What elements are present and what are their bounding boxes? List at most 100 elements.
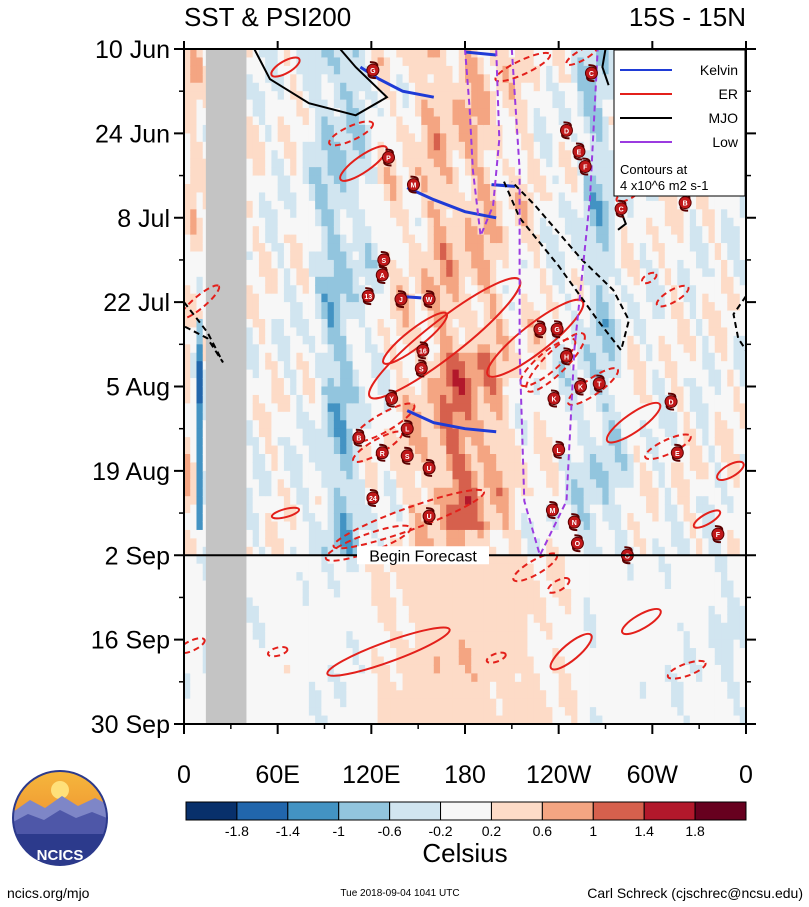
heatmap-cell [408,319,416,329]
heatmap-cell [465,698,472,708]
heatmap-cell [246,310,254,320]
heatmap-cell [327,681,335,691]
heatmap-cell [433,411,441,421]
heatmap-cell [390,673,397,683]
heatmap-cell [521,209,529,219]
heatmap-cell [271,496,279,506]
heatmap-cell [433,386,441,396]
heatmap-cell [271,259,279,269]
heatmap-cell [458,243,466,253]
heatmap-cell [365,226,372,236]
heatmap-cell [483,82,491,92]
heatmap-cell [308,285,316,295]
heatmap-cell [396,428,404,438]
heatmap-cell [377,690,385,700]
heatmap-cell [365,352,372,362]
heatmap-cell [408,403,416,413]
heatmap-cell [258,411,266,421]
heatmap-cell [533,259,541,269]
heatmap-cell [377,707,385,717]
heatmap-cell [302,226,310,236]
heatmap-cell [296,622,304,632]
heatmap-cell [458,310,466,320]
heatmap-cell [371,580,379,590]
heatmap-cell [446,91,454,101]
heatmap-cell [190,150,198,160]
heatmap-cell [552,268,560,278]
heatmap-cell [533,605,541,615]
heatmap-cell [527,690,535,700]
heatmap-cell [321,369,329,379]
heatmap-cell [427,200,435,210]
heatmap-cell [408,479,416,489]
heatmap-cell [308,184,316,194]
heatmap-cell [277,707,285,717]
heatmap-cell [483,572,491,582]
heatmap-cell [458,99,466,109]
heatmap-cell [308,664,316,674]
heatmap-cell [271,715,279,724]
heatmap-cell [502,259,510,269]
heatmap-cell [377,49,385,59]
heatmap-cell [427,209,435,219]
heatmap-cell [308,276,316,286]
heatmap-cell [252,91,260,101]
heatmap-cell [571,251,578,261]
heatmap-cell [352,57,360,67]
heatmap-cell [184,411,191,421]
heatmap-cell [365,538,372,548]
heatmap-cell [371,529,379,539]
heatmap-cell [246,108,254,118]
heatmap-cell [508,141,516,151]
heatmap-cell [271,184,279,194]
heatmap-cell [346,546,354,556]
heatmap-cell [321,428,329,438]
heatmap-cell [190,386,198,396]
heatmap-cell [508,411,516,421]
heatmap-cell [315,614,322,624]
heatmap-cell [502,361,510,371]
heatmap-cell [333,521,341,531]
heatmap-cell [371,285,379,295]
heatmap-cell [252,276,260,286]
heatmap-cell [527,268,535,278]
heatmap-cell [383,513,391,523]
heatmap-cell [521,116,529,126]
heatmap-cell [471,319,479,329]
heatmap-cell [433,116,441,126]
heatmap-cell [552,589,560,599]
heatmap-cell [377,648,385,658]
heatmap-cell [508,513,516,523]
heatmap-cell [527,217,535,227]
heatmap-cell [196,209,204,219]
heatmap-cell [496,673,504,683]
heatmap-cell [527,327,535,337]
heatmap-cell [321,335,329,345]
heatmap-cell [539,403,547,413]
heatmap-cell [496,49,504,59]
heatmap-cell [402,302,410,312]
heatmap-cell [571,57,578,67]
heatmap-cell [258,546,266,556]
heatmap-cell [477,411,485,421]
heatmap-cell [290,639,297,649]
heatmap-cell [390,622,397,632]
heatmap-cell [321,386,329,396]
heatmap-cell [333,563,341,573]
heatmap-cell [277,563,285,573]
heatmap-cell [502,707,510,717]
heatmap-cell [333,82,341,92]
heatmap-cell [321,487,329,497]
heatmap-cell [340,707,347,717]
heatmap-cell [352,99,360,109]
heatmap-cell [271,209,279,219]
heatmap-cell [252,99,260,109]
heatmap-cell [421,386,429,396]
heatmap-cell [383,200,391,210]
heatmap-cell [315,108,322,118]
heatmap-cell [433,234,441,244]
heatmap-cell [514,259,522,269]
heatmap-cell [440,673,447,683]
heatmap-cell [308,411,316,421]
heatmap-cell [346,648,354,658]
